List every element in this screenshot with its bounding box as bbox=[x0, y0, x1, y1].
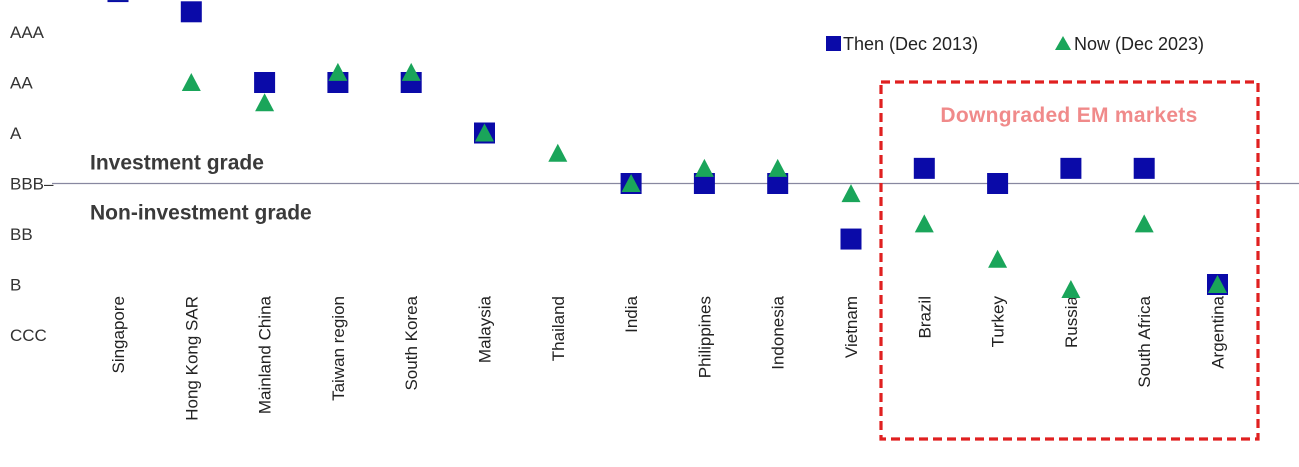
x-tick-label: Brazil bbox=[915, 296, 934, 339]
now-point bbox=[841, 184, 861, 203]
legend-then-label: Then (Dec 2013) bbox=[843, 34, 978, 54]
y-tick-label: BBB– bbox=[10, 175, 54, 194]
x-tick-label: Turkey bbox=[989, 296, 1008, 348]
x-tick-label: Malaysia bbox=[476, 295, 495, 363]
now-point bbox=[914, 214, 934, 233]
now-point bbox=[475, 123, 494, 142]
now-point bbox=[1061, 280, 1081, 299]
investment-grade-label: Investment grade bbox=[90, 152, 264, 175]
data-points bbox=[107, 0, 1228, 299]
x-tick-label: Russia bbox=[1062, 295, 1081, 348]
then-point bbox=[1060, 157, 1082, 179]
x-tick-label: India bbox=[622, 295, 641, 332]
then-point bbox=[840, 228, 862, 250]
x-tick-label: Taiwan region bbox=[329, 296, 348, 401]
x-tick-label: Mainland China bbox=[256, 295, 275, 414]
x-tick-label: South Korea bbox=[402, 295, 421, 390]
legend-then-marker bbox=[826, 36, 841, 51]
now-point bbox=[621, 174, 641, 192]
then-point bbox=[107, 0, 129, 3]
x-tick-label: Philippines bbox=[695, 296, 714, 378]
now-point bbox=[181, 73, 201, 91]
now-point bbox=[694, 158, 714, 177]
then-point bbox=[254, 72, 276, 93]
x-tick-label: Indonesia bbox=[769, 295, 788, 369]
now-point bbox=[328, 62, 348, 81]
downgraded-em-label: Downgraded EM markets bbox=[940, 104, 1197, 127]
legend: Then (Dec 2013) Now (Dec 2023) bbox=[826, 34, 1204, 54]
y-tick-label: CCC bbox=[10, 326, 47, 345]
now-point bbox=[988, 249, 1008, 268]
x-tick-label: Hong Kong SAR bbox=[182, 296, 201, 421]
x-axis-labels: Singapore Hong Kong SAR Mainland China Taiw… bbox=[109, 295, 1228, 420]
then-point bbox=[1133, 157, 1155, 179]
legend-now-marker bbox=[1055, 36, 1071, 50]
then-point bbox=[767, 173, 789, 194]
now-point bbox=[1134, 214, 1154, 233]
x-tick-label: Vietnam bbox=[842, 296, 861, 358]
y-tick-label: BB bbox=[10, 225, 33, 244]
now-point bbox=[548, 143, 568, 162]
x-tick-label: Singapore bbox=[109, 296, 128, 374]
y-tick-label: B bbox=[10, 276, 21, 295]
non-investment-grade-label: Non-investment grade bbox=[90, 202, 312, 225]
now-point bbox=[255, 93, 275, 112]
downgraded-em-box bbox=[879, 80, 1260, 441]
y-tick-label: A bbox=[10, 124, 22, 143]
x-tick-label: Thailand bbox=[549, 296, 568, 361]
legend-now-label: Now (Dec 2023) bbox=[1074, 34, 1204, 54]
then-point bbox=[913, 157, 935, 179]
x-tick-label: South Africa bbox=[1135, 295, 1154, 387]
now-point bbox=[1208, 275, 1227, 293]
y-tick-label: AA bbox=[10, 74, 33, 93]
then-point bbox=[987, 173, 1009, 194]
now-point bbox=[401, 62, 421, 81]
x-tick-label: Argentina bbox=[1209, 295, 1228, 368]
then-point bbox=[693, 173, 715, 194]
now-point bbox=[768, 158, 788, 177]
y-tick-label: AAA bbox=[10, 23, 45, 42]
then-point bbox=[180, 1, 202, 23]
